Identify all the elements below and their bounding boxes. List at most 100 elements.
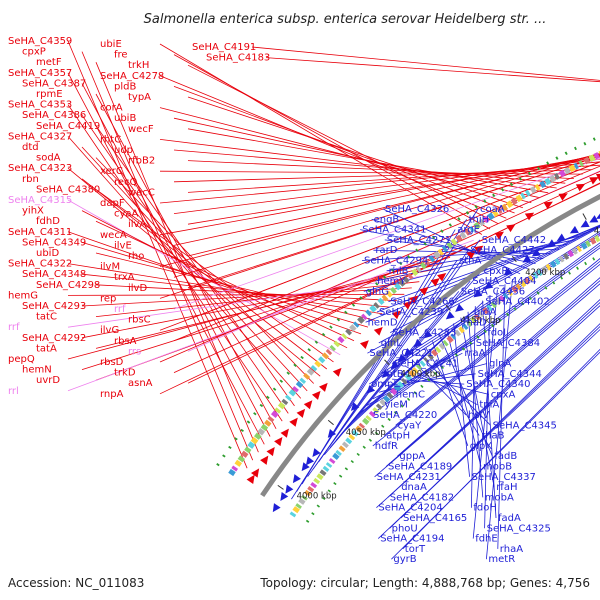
cog-band-forward [234, 459, 243, 467]
forward-gene-label: rrs [128, 346, 141, 357]
cog-band-forward [588, 154, 596, 162]
gc-skew-dot [311, 512, 315, 516]
cog-band-reverse [345, 437, 353, 445]
cog-band-forward [341, 333, 348, 340]
cog-band-forward [415, 266, 422, 273]
reverse-leader-line [382, 244, 600, 406]
cog-band-reverse [434, 346, 442, 354]
cog-band-reverse [478, 310, 485, 318]
forward-gene-label: SeHA_C4353 [8, 100, 72, 111]
forward-gene-label: rrl [8, 386, 19, 397]
forward-gene-label: SeHA_C4349 [22, 237, 86, 248]
reverse-gene-label: SeHA_C4404 [472, 276, 536, 287]
cog-band-reverse [292, 506, 300, 514]
reverse-leader-line [395, 258, 600, 426]
cog-band-reverse [358, 422, 365, 429]
forward-gene-label: xerC [100, 166, 123, 177]
forward-leader-line [95, 125, 295, 407]
reverse-gene-arrow [272, 503, 281, 513]
gc-skew-dot [433, 371, 438, 376]
cog-band-reverse [298, 497, 306, 505]
reverse-gene-label: cpxA [491, 389, 516, 400]
cog-band-reverse [470, 316, 477, 324]
cog-band-forward [267, 416, 275, 423]
forward-gene-label: SeHA_C4311 [8, 227, 72, 238]
gc-skew-dot [398, 261, 403, 266]
reverse-gene-label: hemY [377, 276, 406, 287]
cog-band-reverse [338, 445, 346, 452]
cog-band-reverse [397, 381, 405, 388]
cog-band-reverse [474, 313, 481, 321]
forward-gene-label: dtd [22, 142, 39, 153]
forward-gene-label: recQ [114, 177, 138, 188]
reverse-gene-label: SeHA_C4266 [390, 297, 454, 308]
gc-skew-dot [407, 255, 411, 259]
cog-band-forward [520, 192, 526, 200]
cog-band-forward [568, 164, 576, 172]
cog-band-reverse [316, 473, 324, 481]
cog-band-reverse [295, 503, 302, 510]
cog-band-reverse [532, 272, 539, 279]
reverse-gene-label: SeHA_C4194 [380, 534, 444, 545]
gc-skew-dot [253, 412, 257, 416]
cog-band-forward [441, 245, 448, 253]
gc-skew-dot [490, 323, 495, 328]
reverse-gene-arrow [556, 233, 566, 242]
reverse-gene-label: ompL [371, 379, 399, 390]
reverse-leader-line [391, 351, 600, 560]
forward-gene-label: rpmE [36, 89, 63, 100]
forward-gene-arrow [575, 183, 586, 192]
reverse-leader-line [376, 305, 600, 508]
reverse-gene-label: rhaB [481, 431, 504, 442]
reverse-gene-label: SeHA_C4442 [482, 235, 546, 246]
gc-skew-dot [513, 307, 517, 311]
gc-skew-dot [440, 229, 444, 233]
reverse-gene-arrow [455, 303, 464, 312]
gc-skew-dot [333, 481, 337, 486]
reverse-gene-label: SeHA_C4231 [377, 472, 441, 483]
cog-band-reverse [351, 429, 359, 437]
cog-band-reverse [400, 377, 408, 385]
reverse-gene-arrow [423, 329, 433, 339]
reverse-gene-label: glnL [381, 338, 402, 349]
cog-band-forward [563, 167, 571, 175]
cog-band-forward [244, 446, 252, 454]
cog-band-forward [314, 360, 322, 368]
forward-leader-line [265, 57, 600, 83]
kbp-tick-label: 4200 kbp [525, 268, 565, 278]
cog-band-forward [398, 279, 406, 287]
gc-skew-dot [305, 519, 310, 523]
reverse-leader-line [353, 322, 461, 420]
cog-band-reverse [368, 410, 376, 418]
cog-band-forward [288, 388, 297, 397]
gc-skew-dot [457, 217, 461, 221]
gc-skew-dot [592, 257, 596, 261]
cog-band-reverse [502, 292, 509, 300]
gc-skew-dot [359, 296, 363, 300]
reverse-gene-label: SeHA_C4345 [493, 420, 557, 431]
forward-leader-line [173, 165, 600, 342]
forward-gene-arrow [402, 300, 412, 310]
forward-leader-line [159, 183, 600, 395]
cog-band-forward [583, 156, 591, 165]
forward-gene-label: SeHA_C4191 [192, 42, 256, 53]
cog-band-forward [419, 262, 427, 270]
cog-band-forward [373, 302, 380, 309]
forward-leader-line [95, 284, 397, 302]
map-title: Salmonella enterica subsp. enterica sero… [144, 12, 547, 27]
cog-band-reverse [576, 245, 582, 253]
cog-band-reverse [462, 323, 469, 331]
gc-skew-dot [584, 261, 588, 266]
gc-skew-dot [536, 291, 540, 295]
forward-leader-line [67, 40, 248, 469]
gc-skew-dot [351, 303, 356, 307]
cog-band-reverse [494, 297, 502, 306]
forward-gene-label: yihX [22, 206, 44, 217]
cog-band-forward [353, 321, 360, 328]
cog-band-forward [394, 282, 402, 291]
forward-gene-label: ilvM [100, 262, 120, 273]
reverse-gene-label: fdoH [473, 503, 497, 514]
gc-skew-dot [336, 317, 341, 322]
cog-band-reverse [558, 255, 565, 263]
